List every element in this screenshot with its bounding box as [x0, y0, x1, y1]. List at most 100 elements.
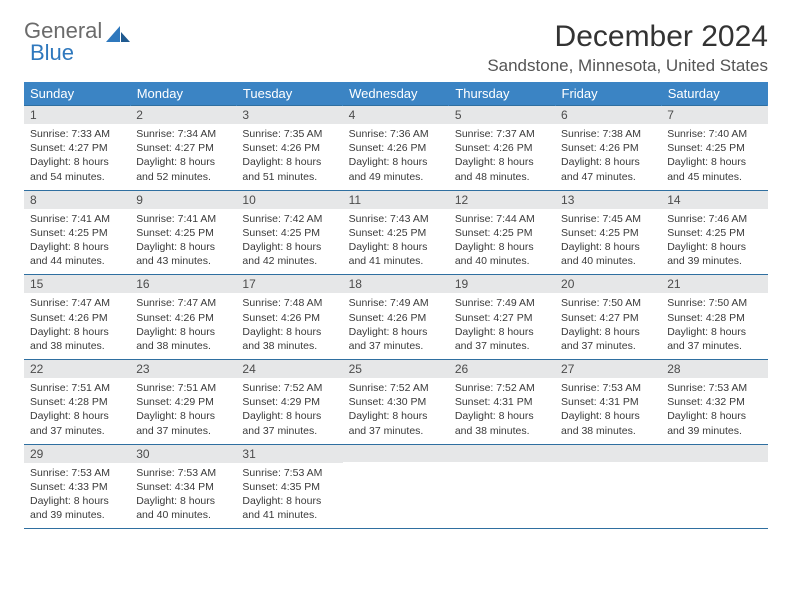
calendar-cell: 1Sunrise: 7:33 AMSunset: 4:27 PMDaylight… [24, 106, 130, 191]
calendar-cell: 21Sunrise: 7:50 AMSunset: 4:28 PMDayligh… [661, 275, 767, 360]
day-number: 5 [449, 106, 555, 124]
day-number: 11 [343, 191, 449, 209]
day-details: Sunrise: 7:52 AMSunset: 4:29 PMDaylight:… [236, 378, 342, 444]
calendar-cell: 17Sunrise: 7:48 AMSunset: 4:26 PMDayligh… [236, 275, 342, 360]
weekday-header: Saturday [661, 82, 767, 106]
day-number: 10 [236, 191, 342, 209]
calendar-cell: 22Sunrise: 7:51 AMSunset: 4:28 PMDayligh… [24, 360, 130, 445]
day-number: 12 [449, 191, 555, 209]
calendar-cell: 30Sunrise: 7:53 AMSunset: 4:34 PMDayligh… [130, 444, 236, 529]
day-details: Sunrise: 7:45 AMSunset: 4:25 PMDaylight:… [555, 209, 661, 275]
day-details: Sunrise: 7:52 AMSunset: 4:30 PMDaylight:… [343, 378, 449, 444]
day-details: Sunrise: 7:48 AMSunset: 4:26 PMDaylight:… [236, 293, 342, 359]
day-details: Sunrise: 7:51 AMSunset: 4:29 PMDaylight:… [130, 378, 236, 444]
calendar-cell: 11Sunrise: 7:43 AMSunset: 4:25 PMDayligh… [343, 190, 449, 275]
calendar-cell-empty [343, 444, 449, 529]
day-details: Sunrise: 7:47 AMSunset: 4:26 PMDaylight:… [24, 293, 130, 359]
calendar-cell-empty [449, 444, 555, 529]
calendar-cell: 18Sunrise: 7:49 AMSunset: 4:26 PMDayligh… [343, 275, 449, 360]
calendar-cell: 26Sunrise: 7:52 AMSunset: 4:31 PMDayligh… [449, 360, 555, 445]
day-number: 21 [661, 275, 767, 293]
calendar-table: SundayMondayTuesdayWednesdayThursdayFrid… [24, 82, 768, 529]
day-number: 13 [555, 191, 661, 209]
calendar-week-row: 22Sunrise: 7:51 AMSunset: 4:28 PMDayligh… [24, 360, 768, 445]
day-details [555, 462, 661, 524]
day-details: Sunrise: 7:53 AMSunset: 4:35 PMDaylight:… [236, 463, 342, 529]
day-details: Sunrise: 7:42 AMSunset: 4:25 PMDaylight:… [236, 209, 342, 275]
calendar-cell: 5Sunrise: 7:37 AMSunset: 4:26 PMDaylight… [449, 106, 555, 191]
day-number [449, 445, 555, 462]
day-details: Sunrise: 7:41 AMSunset: 4:25 PMDaylight:… [130, 209, 236, 275]
calendar-week-row: 8Sunrise: 7:41 AMSunset: 4:25 PMDaylight… [24, 190, 768, 275]
day-number: 6 [555, 106, 661, 124]
day-number [661, 445, 767, 462]
day-number: 9 [130, 191, 236, 209]
calendar-cell: 2Sunrise: 7:34 AMSunset: 4:27 PMDaylight… [130, 106, 236, 191]
day-number: 20 [555, 275, 661, 293]
weekday-header: Tuesday [236, 82, 342, 106]
calendar-cell: 8Sunrise: 7:41 AMSunset: 4:25 PMDaylight… [24, 190, 130, 275]
day-number: 30 [130, 445, 236, 463]
day-number: 8 [24, 191, 130, 209]
day-number: 22 [24, 360, 130, 378]
day-details: Sunrise: 7:37 AMSunset: 4:26 PMDaylight:… [449, 124, 555, 190]
day-details: Sunrise: 7:52 AMSunset: 4:31 PMDaylight:… [449, 378, 555, 444]
day-number: 1 [24, 106, 130, 124]
calendar-cell: 4Sunrise: 7:36 AMSunset: 4:26 PMDaylight… [343, 106, 449, 191]
calendar-cell: 29Sunrise: 7:53 AMSunset: 4:33 PMDayligh… [24, 444, 130, 529]
calendar-cell: 20Sunrise: 7:50 AMSunset: 4:27 PMDayligh… [555, 275, 661, 360]
day-number [343, 445, 449, 462]
calendar-week-row: 1Sunrise: 7:33 AMSunset: 4:27 PMDaylight… [24, 106, 768, 191]
day-number: 29 [24, 445, 130, 463]
day-number: 27 [555, 360, 661, 378]
day-number: 18 [343, 275, 449, 293]
weekday-header: Friday [555, 82, 661, 106]
day-details: Sunrise: 7:51 AMSunset: 4:28 PMDaylight:… [24, 378, 130, 444]
day-number: 17 [236, 275, 342, 293]
calendar-week-row: 29Sunrise: 7:53 AMSunset: 4:33 PMDayligh… [24, 444, 768, 529]
calendar-cell-empty [555, 444, 661, 529]
day-number: 28 [661, 360, 767, 378]
day-number [555, 445, 661, 462]
calendar-cell: 7Sunrise: 7:40 AMSunset: 4:25 PMDaylight… [661, 106, 767, 191]
calendar-cell: 13Sunrise: 7:45 AMSunset: 4:25 PMDayligh… [555, 190, 661, 275]
weekday-header: Sunday [24, 82, 130, 106]
weekday-header: Monday [130, 82, 236, 106]
logo-sail-icon [106, 24, 130, 42]
day-details: Sunrise: 7:43 AMSunset: 4:25 PMDaylight:… [343, 209, 449, 275]
day-number: 3 [236, 106, 342, 124]
day-details: Sunrise: 7:38 AMSunset: 4:26 PMDaylight:… [555, 124, 661, 190]
day-number: 25 [343, 360, 449, 378]
day-details [449, 462, 555, 524]
day-details: Sunrise: 7:50 AMSunset: 4:27 PMDaylight:… [555, 293, 661, 359]
header: General Blue December 2024 Sandstone, Mi… [24, 20, 768, 76]
day-number: 16 [130, 275, 236, 293]
day-details: Sunrise: 7:46 AMSunset: 4:25 PMDaylight:… [661, 209, 767, 275]
day-details: Sunrise: 7:44 AMSunset: 4:25 PMDaylight:… [449, 209, 555, 275]
location: Sandstone, Minnesota, United States [487, 56, 768, 76]
weekday-header: Wednesday [343, 82, 449, 106]
day-details: Sunrise: 7:49 AMSunset: 4:26 PMDaylight:… [343, 293, 449, 359]
day-details [661, 462, 767, 524]
calendar-cell: 3Sunrise: 7:35 AMSunset: 4:26 PMDaylight… [236, 106, 342, 191]
calendar-cell: 25Sunrise: 7:52 AMSunset: 4:30 PMDayligh… [343, 360, 449, 445]
calendar-cell: 27Sunrise: 7:53 AMSunset: 4:31 PMDayligh… [555, 360, 661, 445]
calendar-cell: 16Sunrise: 7:47 AMSunset: 4:26 PMDayligh… [130, 275, 236, 360]
day-details: Sunrise: 7:53 AMSunset: 4:32 PMDaylight:… [661, 378, 767, 444]
logo-word-1: General [24, 20, 102, 42]
day-details: Sunrise: 7:53 AMSunset: 4:34 PMDaylight:… [130, 463, 236, 529]
day-number: 31 [236, 445, 342, 463]
day-details: Sunrise: 7:41 AMSunset: 4:25 PMDaylight:… [24, 209, 130, 275]
day-details: Sunrise: 7:40 AMSunset: 4:25 PMDaylight:… [661, 124, 767, 190]
day-number: 26 [449, 360, 555, 378]
calendar-cell-empty [661, 444, 767, 529]
calendar-cell: 31Sunrise: 7:53 AMSunset: 4:35 PMDayligh… [236, 444, 342, 529]
day-details: Sunrise: 7:36 AMSunset: 4:26 PMDaylight:… [343, 124, 449, 190]
day-number: 2 [130, 106, 236, 124]
day-details [343, 462, 449, 524]
calendar-cell: 28Sunrise: 7:53 AMSunset: 4:32 PMDayligh… [661, 360, 767, 445]
day-details: Sunrise: 7:35 AMSunset: 4:26 PMDaylight:… [236, 124, 342, 190]
calendar-cell: 9Sunrise: 7:41 AMSunset: 4:25 PMDaylight… [130, 190, 236, 275]
day-details: Sunrise: 7:49 AMSunset: 4:27 PMDaylight:… [449, 293, 555, 359]
month-title: December 2024 [487, 20, 768, 54]
